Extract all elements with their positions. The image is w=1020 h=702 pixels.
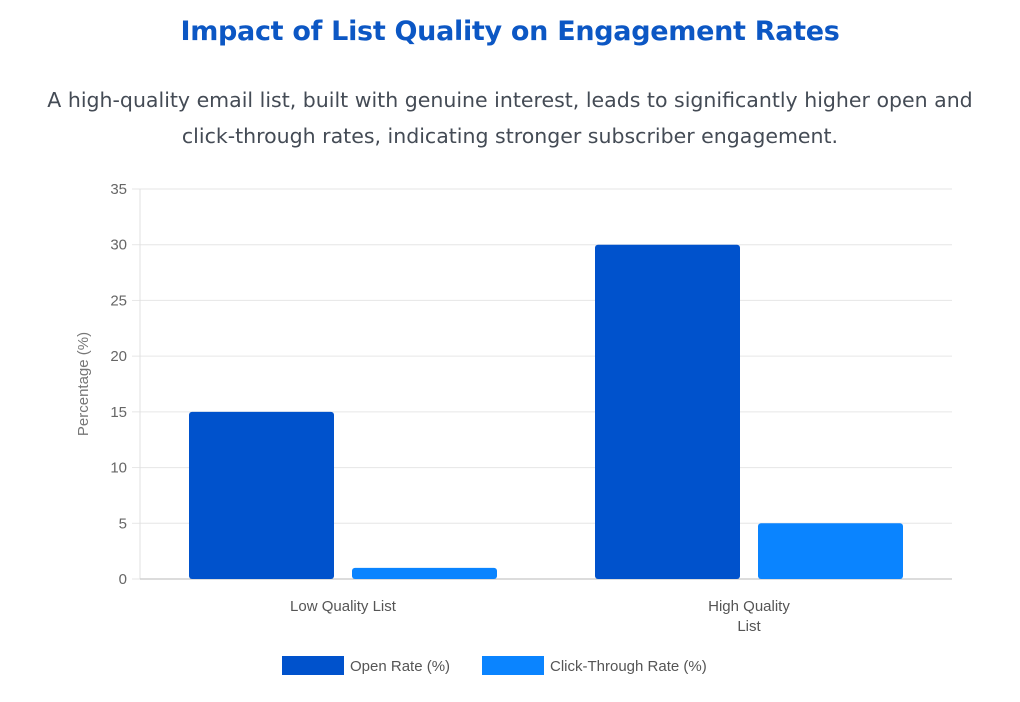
x-tick-label: List	[737, 618, 761, 635]
y-axis-title: Percentage (%)	[75, 332, 92, 436]
axis-labels: 0 5 10 15 20 25 30 35 Percentage (%) Low Quality …	[75, 181, 790, 635]
bar[interactable]	[189, 411, 334, 579]
legend-label[interactable]: Click-Through Rate (%)	[550, 658, 707, 675]
bars	[189, 244, 903, 579]
chart-subtitle: A high-quality email list, built with ge…	[47, 88, 973, 148]
x-tick-label: High Quality	[708, 598, 790, 615]
bar[interactable]	[758, 523, 903, 579]
legend-swatch[interactable]	[282, 656, 344, 675]
y-tick-label: 35	[110, 181, 127, 198]
chart-title: Impact of List Quality on Engagement Rat…	[180, 16, 840, 47]
bar[interactable]	[595, 244, 740, 579]
legend-swatch[interactable]	[482, 656, 544, 675]
bar[interactable]	[352, 567, 497, 579]
y-tick-label: 10	[110, 460, 127, 477]
legend-label[interactable]: Open Rate (%)	[350, 658, 450, 675]
y-tick-label: 25	[110, 292, 127, 309]
y-tick-label: 0	[119, 571, 127, 588]
y-tick-label: 5	[119, 515, 127, 532]
x-tick-label: Low Quality List	[290, 598, 397, 615]
y-tick-label: 20	[110, 348, 127, 365]
legend: Open Rate (%) Click-Through Rate (%)	[282, 656, 707, 675]
y-tick-label: 15	[110, 404, 127, 421]
y-tick-label: 30	[110, 237, 127, 254]
